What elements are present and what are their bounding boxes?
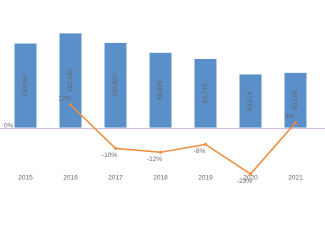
bar: [104, 42, 127, 128]
line: [69, 104, 297, 176]
line-value-label: -12%: [147, 156, 162, 163]
bar-value-label: 100,050: [22, 73, 29, 97]
line-point: [69, 103, 72, 107]
bar: [149, 52, 172, 128]
line-value-label: 12%: [58, 96, 71, 103]
line-point: [294, 121, 297, 125]
bar: [284, 72, 307, 128]
bar-value-label: 89,026: [157, 80, 164, 100]
bar: [239, 74, 262, 128]
line-point: [204, 142, 207, 146]
chart: 0% 2015 2016 2017 2018 2019 2020 2021 100,050 112…: [0, 33, 325, 185]
line-point: [159, 150, 162, 154]
x-tick-label: 2020: [243, 175, 258, 182]
line-value-label: 3%: [285, 113, 295, 120]
bar: [59, 33, 82, 128]
bar-value-label: 63,274: [247, 91, 254, 111]
line-point: [249, 172, 252, 176]
bar: [14, 43, 37, 128]
bar-value-label: 81,716: [202, 83, 209, 103]
x-tick-label: 2021: [288, 175, 303, 182]
y2-tick-label: 0%: [4, 122, 14, 129]
x-tick-label: 2018: [153, 175, 168, 182]
x-tick-label: 2017: [108, 175, 123, 182]
bar: [194, 58, 217, 128]
bar-value-label: 112,180: [67, 69, 74, 92]
x-tick-label: 2015: [18, 175, 33, 182]
line-point: [114, 146, 117, 150]
line-value-label: -23%: [237, 178, 252, 185]
bar-value-label: 100,807: [112, 73, 119, 97]
bar-value-label: 65,188: [292, 90, 299, 110]
x-tick-label: 2019: [198, 175, 213, 182]
line-value-label: -8%: [194, 148, 206, 155]
x-tick-label: 2016: [63, 175, 78, 182]
line-value-label: -10%: [102, 152, 117, 159]
